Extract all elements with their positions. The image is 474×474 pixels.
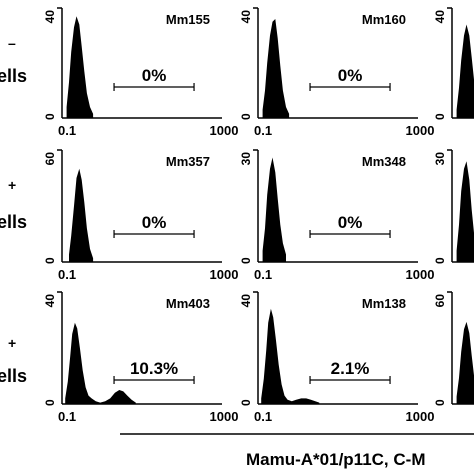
y-max-tick-label: 60 (433, 294, 447, 308)
x-tick-label-min: 0.1 (58, 123, 76, 138)
row-label-superscript: + (8, 177, 16, 193)
y-zero-tick-label: 0 (239, 113, 253, 120)
histogram-distribution (261, 308, 320, 404)
histogram-panel: 40 00.1 1000 Mm160 0% (239, 7, 435, 138)
row-label-text: ells (0, 366, 27, 386)
y-zero-tick-label: 0 (43, 257, 57, 264)
histogram-panel: 30 00.1 1000 Mm348 0% (239, 149, 435, 282)
histogram-distribution (69, 168, 94, 262)
sample-label: Mm403 (166, 296, 210, 311)
y-max-tick-label: 60 (43, 152, 57, 166)
x-axis-title: Mamu-A*01/p11C, C-M (246, 450, 425, 469)
x-tick-label-max: 1000 (406, 123, 435, 138)
y-zero-tick-label: 0 (433, 113, 447, 120)
sample-label: Mm138 (362, 296, 406, 311)
sample-label: Mm357 (166, 154, 210, 169)
x-tick-label-max: 1000 (210, 409, 239, 424)
gate-percent-label: 0% (338, 213, 363, 232)
row-label-superscript: + (8, 335, 16, 351)
histogram-distribution (66, 16, 94, 118)
histogram-panel: 40 00.1 1000 Mm155 0% (43, 7, 239, 138)
x-tick-label-min: 0.1 (254, 123, 272, 138)
gate-percent-label: 0% (142, 213, 167, 232)
x-tick-label-min: 0.1 (58, 409, 76, 424)
gate-percent-label: 0% (338, 66, 363, 85)
x-tick-label-max: 1000 (406, 409, 435, 424)
row-label-text: ells (0, 212, 27, 232)
x-tick-label-min: 0.1 (254, 409, 272, 424)
y-max-tick-label: 30 (433, 152, 447, 166)
x-tick-label-max: 1000 (210, 267, 239, 282)
x-tick-label-min: 0.1 (58, 267, 76, 282)
histogram-distribution (456, 161, 474, 262)
y-zero-tick-label: 0 (433, 399, 447, 406)
y-zero-tick-label: 0 (43, 399, 57, 406)
y-max-tick-label: 40 (43, 294, 57, 308)
sample-label: Mm348 (362, 154, 406, 169)
histogram-panel: 30 0 (433, 149, 474, 264)
y-max-tick-label: 40 (239, 294, 253, 308)
y-max-tick-label: 40 (43, 10, 57, 24)
histogram-distribution (262, 157, 286, 262)
x-tick-label-max: 1000 (210, 123, 239, 138)
y-zero-tick-label: 0 (433, 257, 447, 264)
x-tick-label-min: 0.1 (254, 267, 272, 282)
y-max-tick-label: 30 (239, 152, 253, 166)
sample-label: Mm155 (166, 12, 210, 27)
row-label-superscript: – (8, 35, 16, 51)
histogram-panel: 40 0 (433, 7, 474, 120)
y-zero-tick-label: 0 (43, 113, 57, 120)
x-tick-label-max: 1000 (406, 267, 435, 282)
row-labels: – ells + ells + ells (0, 35, 27, 386)
histogram-distribution (262, 19, 290, 118)
histogram-distribution (456, 24, 474, 118)
histogram-panel: 40 00.1 1000 Mm403 10.3% (43, 291, 239, 424)
histogram-distribution (456, 321, 474, 404)
histogram-distribution (65, 322, 136, 404)
gate-percent-label: 10.3% (130, 359, 178, 378)
gate-percent-label: 2.1% (331, 359, 370, 378)
y-zero-tick-label: 0 (239, 399, 253, 406)
histogram-panel: 60 0 (433, 291, 474, 406)
y-zero-tick-label: 0 (239, 257, 253, 264)
gate-percent-label: 0% (142, 66, 167, 85)
histogram-panel: 60 00.1 1000 Mm357 0% (43, 149, 239, 282)
row-label-text: ells (0, 66, 27, 86)
histogram-panel: 40 00.1 1000 Mm138 2.1% (239, 291, 435, 424)
y-max-tick-label: 40 (239, 10, 253, 24)
y-max-tick-label: 40 (433, 10, 447, 24)
sample-label: Mm160 (362, 12, 406, 27)
